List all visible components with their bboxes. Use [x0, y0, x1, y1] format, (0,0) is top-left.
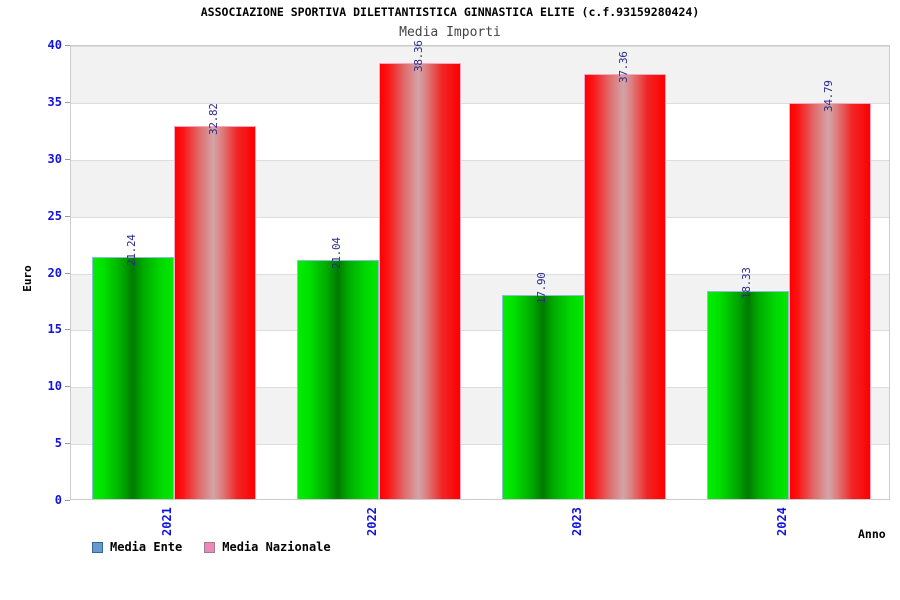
y-axis-tick-mark	[65, 101, 70, 103]
bar-value-label: 34.79	[821, 80, 835, 113]
bar-media-ente-2022[interactable]	[296, 259, 379, 499]
y-axis-tick-label: 40	[47, 38, 62, 52]
y-axis-tick-label: 5	[54, 436, 62, 451]
y-axis-tick-mark	[65, 386, 70, 388]
legend-swatch-icon	[92, 541, 103, 553]
bar-media-nazionale-2023[interactable]	[583, 74, 666, 499]
bar-value-label: 32.82	[206, 103, 220, 135]
gridline	[71, 102, 889, 104]
bar-value-label: 38.36	[411, 40, 425, 72]
bar-media-nazionale-2022[interactable]	[378, 62, 461, 499]
legend-item-media-nazionale[interactable]: Media Nazionale	[204, 540, 331, 554]
y-axis-tick-mark	[65, 443, 70, 445]
bar-value-label: 37.36	[616, 51, 630, 84]
x-axis-tick-label-2023: 2023	[569, 507, 584, 536]
y-axis-tick-label: 10	[47, 379, 62, 394]
y-axis-tick-mark	[65, 500, 70, 501]
y-axis-tick-mark	[65, 45, 70, 46]
bar-value-label: 21.04	[329, 237, 343, 269]
bar-value-label: 17.90	[534, 272, 548, 305]
x-axis-tick-label-2021: 2021	[159, 507, 174, 536]
bar-media-nazionale-2024[interactable]	[788, 103, 871, 499]
y-axis-tick-label: 25	[47, 208, 62, 223]
y-axis-tick-mark	[65, 158, 70, 160]
gridline	[71, 330, 889, 332]
plot-area: 21.24 32.82 21.04 38.36 17.90 37.36 18.33 34.79	[70, 40, 890, 500]
x-axis-title: Anno	[858, 527, 886, 541]
y-axis-tick-mark	[65, 272, 70, 274]
gridline	[71, 46, 889, 47]
y-axis-tick-mark	[65, 215, 70, 217]
bar-media-nazionale-2021[interactable]	[173, 125, 256, 499]
legend-label: Media Ente	[110, 540, 183, 554]
legend-label: Media Nazionale	[222, 540, 331, 554]
x-axis-tick-label-2022: 2022	[364, 507, 379, 536]
gridline	[71, 387, 889, 389]
x-axis-tick-label-2024: 2024	[774, 507, 789, 536]
bar-media-ente-2023[interactable]	[501, 295, 584, 499]
legend-item-media-ente[interactable]: Media Ente	[92, 540, 182, 554]
y-axis-tick-label: 20	[47, 265, 62, 280]
gridline	[71, 159, 889, 161]
y-axis-tick-label: 30	[47, 151, 62, 166]
bar-media-ente-2024[interactable]	[706, 290, 789, 499]
y-axis-title: Euro	[20, 265, 34, 292]
legend-swatch-icon	[204, 541, 216, 553]
gridline	[71, 216, 889, 218]
bar-value-label: 18.33	[739, 267, 753, 300]
chart-subtitle: Media Importi	[399, 25, 501, 40]
gridline	[71, 273, 889, 275]
y-axis-tick-label: 15	[47, 322, 62, 337]
y-axis-tick-label: 35	[47, 94, 62, 109]
chart-title: ASSOCIAZIONE SPORTIVA DILETTANTISTICA GI…	[200, 5, 700, 19]
bar-value-label: 21.24	[124, 234, 138, 267]
background-band	[71, 46, 889, 103]
y-axis-tick-label: 0	[54, 493, 62, 507]
y-axis-tick-mark	[65, 329, 70, 331]
bar-media-ente-2021[interactable]	[91, 257, 174, 499]
gridline	[71, 444, 889, 446]
legend: Media Ente Media Nazionale	[92, 540, 331, 554]
